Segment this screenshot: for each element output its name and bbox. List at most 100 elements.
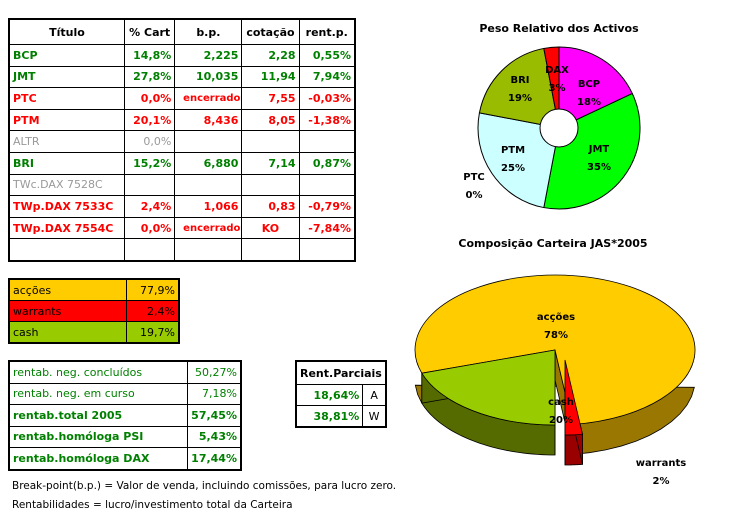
table-row: TWp.DAX 7533C 2,4% 1,066 0,83 -0,79% — [8, 195, 356, 218]
returns-label: rentab. neg. concluídos — [8, 360, 189, 384]
cell-pct: 14,8% — [123, 44, 176, 67]
returns-label: rentab. neg. em curso — [8, 382, 189, 405]
chart-title: Peso Relativo dos Activos — [479, 22, 639, 35]
col-header-bp: b.p. — [174, 18, 243, 45]
cell-quote: 11,94 — [241, 65, 300, 89]
table-row: TWp.DAX 7554C 0,0% encerrado KO -7,84% — [8, 216, 356, 240]
slice-jmt — [543, 92, 641, 210]
cell-quote: 7,55 — [241, 87, 300, 110]
cell-bp — [174, 130, 243, 153]
allocation-value: 19,7% — [126, 321, 180, 344]
slice-label: warrants — [636, 458, 686, 469]
slice-cash — [421, 349, 556, 426]
partial-title: Rent.Parciais — [295, 360, 387, 385]
slice-value: 78% — [544, 330, 568, 341]
returns-value: 50,27% — [187, 360, 242, 384]
allocation-table: acções 77,9% warrants 2,4% cash 19,7% — [8, 278, 180, 344]
table-row: BCP 14,8% 2,225 2,28 0,55% — [8, 44, 356, 67]
returns-value: 7,18% — [187, 382, 242, 405]
table-row: PTM 20,1% 8,436 8,05 -1,38% — [8, 108, 356, 132]
cell-title: PTC — [8, 87, 125, 110]
cell-return: 7,94% — [298, 65, 356, 89]
slice-value: 35% — [587, 162, 611, 173]
allocation-label: cash — [8, 321, 127, 344]
slice-label: cash — [548, 397, 574, 408]
slice-value: 2% — [653, 476, 670, 487]
cell-quote: 0,83 — [241, 195, 300, 218]
holdings-table: Título % Cart b.p. cotação rent.p. BCP 14… — [8, 18, 356, 262]
slice-dax — [543, 46, 560, 129]
table-row: TWc.DAX 7528C — [8, 173, 356, 197]
slice-warrants — [564, 359, 584, 436]
slice-value: 18% — [577, 97, 601, 108]
cell-quote: 7,14 — [241, 151, 300, 175]
note-breakpoint: Break-point(b.p.) = Valor de venda, incl… — [12, 480, 397, 492]
slice-value: 19% — [508, 93, 532, 104]
cell-bp — [174, 238, 243, 262]
partial-value: 18,64% — [295, 384, 364, 406]
allocation-label: warrants — [8, 300, 127, 322]
partial-tag: A — [362, 384, 387, 406]
cell-return: 0,87% — [298, 151, 356, 175]
slice-value: 25% — [501, 163, 525, 174]
cell-pct: 0,0% — [123, 130, 176, 153]
returns-row: rentab.homóloga DAX 17,44% — [8, 447, 242, 470]
partial-returns-table: Rent.Parciais 18,64% A 38,81% W — [295, 360, 387, 428]
note-returns: Rentabilidades = lucro/investimento tota… — [12, 499, 293, 511]
cell-bp: 6,880 — [174, 151, 243, 175]
cell-return — [298, 130, 356, 153]
cell-bp: 2,225 — [174, 44, 243, 67]
cell-quote — [241, 130, 300, 153]
slice-bcp — [558, 46, 633, 129]
cell-quote — [241, 238, 300, 262]
doughnut-hole — [539, 108, 579, 148]
cell-pct: 15,2% — [123, 151, 176, 175]
table-row — [8, 238, 356, 262]
slice-label: BRI — [510, 75, 529, 86]
returns-row: rentab.homóloga PSI 5,43% — [8, 425, 242, 448]
cell-quote: 8,05 — [241, 108, 300, 132]
cell-return: -1,38% — [298, 108, 356, 132]
slice-bri — [478, 47, 560, 129]
returns-row: rentab. neg. concluídos 50,27% — [8, 360, 242, 384]
partial-tag: W — [362, 405, 387, 428]
chart-title: Composição Carteira JAS*2005 — [458, 237, 647, 250]
cell-quote: KO — [241, 216, 300, 240]
cell-title: PTM — [8, 108, 125, 132]
returns-value: 17,44% — [187, 447, 242, 470]
returns-value: 5,43% — [187, 425, 242, 448]
returns-label: rentab.homóloga PSI — [8, 425, 189, 448]
cell-pct — [123, 238, 176, 262]
returns-table: rentab. neg. concluídos 50,27% rentab. neg… — [8, 360, 242, 471]
cell-return — [298, 238, 356, 262]
slice-value: 0% — [466, 190, 483, 201]
slice-label: JMT — [588, 144, 610, 155]
cell-bp: 1,066 — [174, 195, 243, 218]
slice-value: 20% — [549, 415, 573, 426]
cell-bp: 8,436 — [174, 108, 243, 132]
col-header-pct: % Cart — [123, 18, 176, 45]
cell-return: -0,79% — [298, 195, 356, 218]
allocation-row: warrants 2,4% — [8, 300, 180, 322]
cell-pct: 2,4% — [123, 195, 176, 218]
slice-label: PTC — [463, 172, 485, 183]
cell-return: 0,55% — [298, 44, 356, 67]
cell-title: ALTR — [8, 130, 125, 153]
allocation-value: 2,4% — [126, 300, 180, 322]
cell-quote — [241, 173, 300, 197]
cell-pct: 20,1% — [123, 108, 176, 132]
slice-value: 3% — [549, 83, 566, 94]
returns-label: rentab.homóloga DAX — [8, 447, 189, 470]
cell-bp — [174, 173, 243, 197]
allocation-row: cash 19,7% — [8, 321, 180, 344]
table-row: ALTR 0,0% — [8, 130, 356, 153]
slice-label: DAX — [545, 65, 569, 76]
slice-ptm — [477, 112, 560, 209]
table-row: BRI 15,2% 6,880 7,14 0,87% — [8, 151, 356, 175]
returns-row: rentab. neg. em curso 7,18% — [8, 382, 242, 405]
slice-label: PTM — [501, 145, 525, 156]
slice-label: acções — [537, 312, 575, 323]
returns-label: rentab.total 2005 — [8, 404, 189, 427]
partial-value: 38,81% — [295, 405, 364, 428]
